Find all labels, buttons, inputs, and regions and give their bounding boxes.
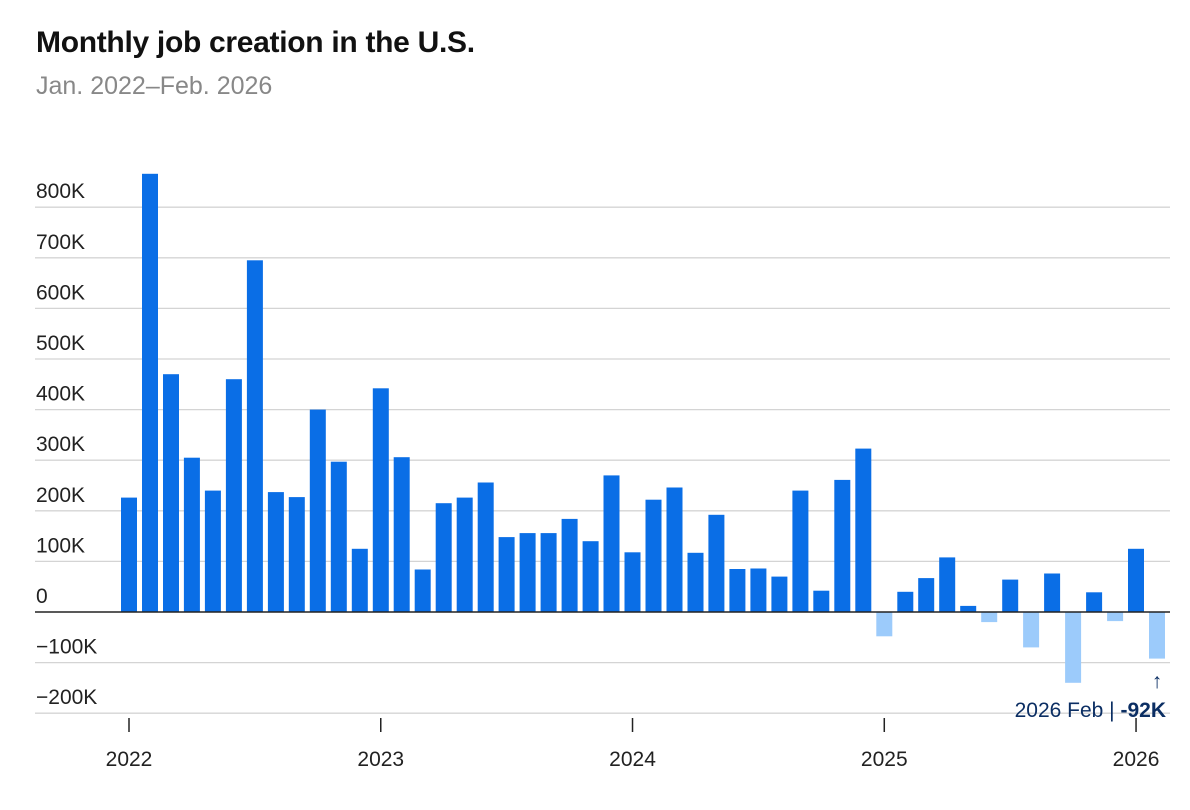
y-tick-label: 100K (36, 534, 85, 557)
bar-2026-02 (1149, 612, 1165, 659)
gridlines (35, 206, 1170, 714)
bar-2025-01 (876, 612, 893, 637)
bar-2024-01 (624, 552, 641, 612)
bar-2022-04 (183, 457, 200, 612)
bar-2023-01 (372, 388, 389, 612)
bar-2024-08 (771, 576, 788, 612)
bar-2022-08 (267, 492, 284, 612)
bar-2024-05 (708, 514, 725, 612)
bar-2024-07 (750, 568, 767, 612)
bar-2024-12 (855, 448, 872, 612)
y-tick-label: 800K (36, 180, 85, 203)
y-tick-label: −200K (36, 686, 97, 709)
bar-2023-12 (603, 475, 620, 612)
bar-2025-07 (1002, 579, 1019, 612)
bar-2023-05 (456, 497, 473, 612)
bar-2024-04 (687, 552, 704, 612)
y-tick-label: 0 (36, 585, 48, 608)
bar-2022-03 (163, 374, 179, 612)
bar-2025-02 (897, 591, 914, 612)
x-tick-label: 2026 (1113, 748, 1160, 771)
bar-2022-01 (121, 497, 137, 612)
bar-2025-08 (1023, 612, 1040, 648)
bar-2024-09 (792, 490, 809, 612)
bar-2024-02 (645, 499, 662, 612)
bar-2023-09 (540, 533, 557, 612)
bar-2025-09 (1044, 573, 1061, 612)
last-value-annotation: ↑ 2026 Feb | -92K (1015, 670, 1166, 722)
annotation-label: 2026 Feb | (1015, 699, 1121, 722)
y-tick-label: 200K (36, 484, 85, 507)
bar-2023-02 (393, 457, 410, 612)
bar-2022-02 (142, 173, 158, 613)
bar-2025-12 (1107, 612, 1124, 622)
y-tick-label: 400K (36, 383, 85, 406)
bar-2023-04 (435, 503, 452, 612)
bar-2022-09 (288, 497, 305, 612)
y-tick-label: 700K (36, 231, 85, 254)
bar-2022-10 (309, 409, 326, 612)
bar-2024-03 (666, 487, 683, 612)
bar-2023-07 (498, 537, 515, 612)
annotation-value: -92K (1120, 699, 1166, 722)
bar-2024-06 (729, 569, 746, 612)
y-axis-ticks: 800K 700K 600K 500K 400K 300K 200K 100K 0 −100K −2… (36, 180, 97, 709)
bar-2025-05 (960, 605, 977, 612)
bars (121, 173, 1165, 683)
bar-2025-06 (981, 612, 998, 623)
bar-2022-06 (225, 379, 242, 612)
x-tick-label: 2022 (106, 748, 153, 771)
bar-2025-04 (939, 557, 956, 612)
annotation-arrow-icon: ↑ (1152, 670, 1163, 693)
y-tick-label: 600K (36, 281, 85, 304)
bar-2025-03 (918, 578, 935, 612)
bar-2022-05 (204, 490, 221, 612)
bar-2023-08 (519, 533, 536, 612)
bar-2023-06 (477, 482, 494, 612)
chart-title: Monthly job creation in the U.S. (36, 26, 475, 59)
y-tick-label: 300K (36, 433, 85, 456)
bar-2023-03 (414, 569, 431, 612)
bar-2022-11 (330, 461, 347, 612)
y-tick-label: −100K (36, 636, 97, 659)
bar-2022-07 (246, 260, 263, 612)
bar-2024-11 (834, 479, 851, 612)
bar-2026-01 (1128, 548, 1144, 613)
bar-2023-10 (561, 518, 578, 612)
bar-2022-12 (351, 548, 368, 613)
x-tick-label: 2025 (861, 748, 908, 771)
bar-2025-10 (1065, 612, 1082, 683)
y-tick-label: 500K (36, 332, 85, 355)
x-axis-ticks: 2022 2023 2024 2025 2026 (106, 718, 1160, 771)
bar-2025-11 (1086, 592, 1103, 612)
chart-subtitle: Jan. 2022–Feb. 2026 (36, 72, 273, 100)
x-tick-label: 2023 (357, 748, 404, 771)
bar-2024-10 (813, 590, 830, 612)
bar-2023-11 (582, 541, 599, 612)
x-tick-label: 2024 (609, 748, 656, 771)
annotation-text: 2026 Feb | -92K (1015, 699, 1166, 722)
